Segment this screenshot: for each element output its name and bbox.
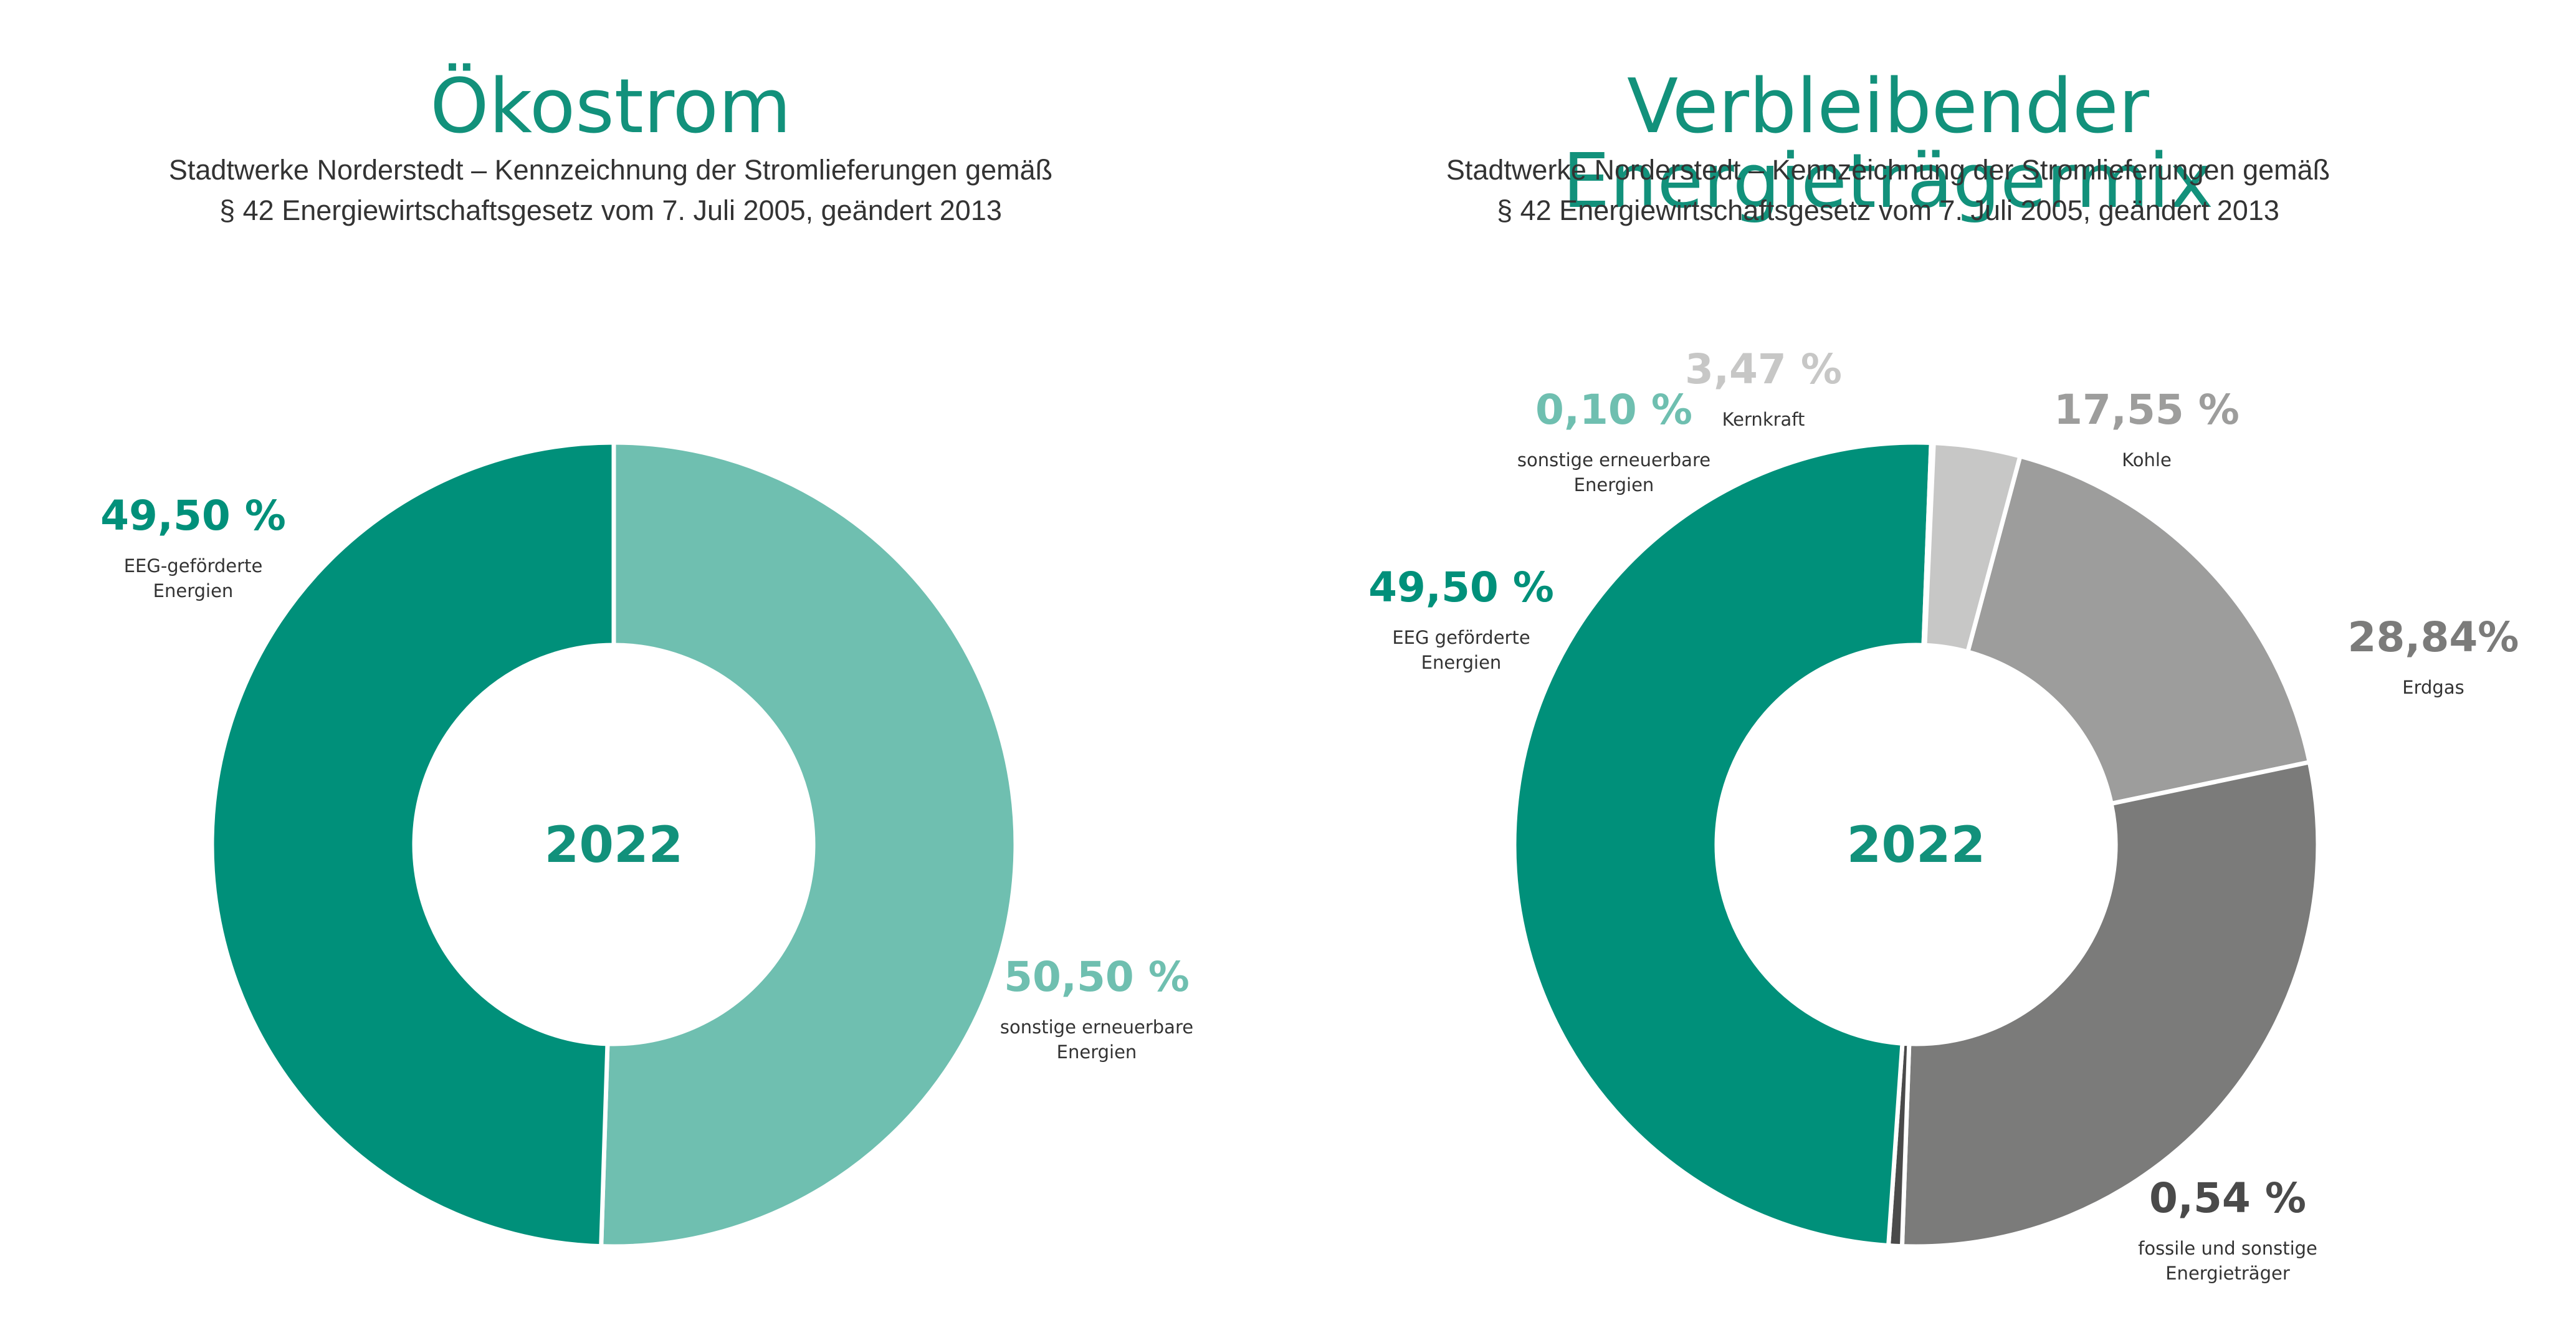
- right-value-label-3: 0,54 %: [2149, 1174, 2306, 1222]
- right-slice-6: [1922, 440, 2023, 655]
- left-value-label-2: 49,50 %: [100, 492, 286, 540]
- right-category-label-3-line-2: Energieträger: [2165, 1263, 2290, 1284]
- left-category-label-1-line-1: sonstige erneuerbare: [1000, 1016, 1193, 1038]
- right-chart-subtitle: Stadtwerke Norderstedt – Kennzeichnung d…: [1296, 150, 2480, 231]
- right-category-label-1-line-1: Kohle: [2122, 449, 2172, 471]
- left-subtitle-line-1: Stadtwerke Norderstedt – Kennzeichnung d…: [168, 154, 1053, 186]
- right-value-label-1: 17,55 %: [2054, 386, 2240, 434]
- left-center-label: 2022: [545, 816, 684, 874]
- right-center-label: 2022: [1847, 816, 1986, 874]
- left-subtitle-line-2: § 42 Energiewirtschaftsgesetz vom 7. Jul…: [219, 194, 1002, 226]
- right-slice-2: [1899, 759, 2321, 1249]
- right-donut: 2022 17,55 % Kohle 28,84% Erdgas 0,54 % fossil…: [1368, 345, 2519, 1284]
- right-slice-1: [1965, 453, 2312, 806]
- right-value-label-5: 0,10 %: [1535, 386, 1692, 434]
- right-value-label-6: 3,47 %: [1685, 345, 1842, 393]
- left-chart-title: Ökostrom: [430, 64, 791, 150]
- left-donut: 2022 50,50 % sonstige erneuerbare Energien 4…: [100, 440, 1193, 1249]
- left-category-label-1-line-2: Energien: [1057, 1041, 1137, 1063]
- right-category-label-5-line-2: Energien: [1574, 474, 1654, 495]
- right-subtitle-line-1: Stadtwerke Norderstedt – Kennzeichnung d…: [1446, 154, 2330, 186]
- right-category-label-5-line-1: sonstige erneuerbare: [1517, 449, 1710, 471]
- right-chart-title: Verbleibender Energieträgermix: [1562, 64, 2214, 225]
- left-slice-1: [599, 440, 1018, 1249]
- left-category-label-2-line-2: Energien: [153, 580, 234, 601]
- right-value-label-2: 28,84%: [2348, 613, 2519, 661]
- right-category-label-3-line-1: fossile und sonstige: [2138, 1238, 2317, 1259]
- right-category-label-6-line-1: Kernkraft: [1722, 409, 1805, 430]
- left-category-label-2-line-1: EEG-geförderte: [124, 555, 263, 576]
- right-slice-4: [1512, 440, 1934, 1248]
- right-value-label-4: 49,50 %: [1368, 563, 1554, 611]
- left-slice-2: [209, 440, 616, 1249]
- left-value-label-1: 50,50 %: [1004, 953, 1190, 1001]
- left-chart-subtitle: Stadtwerke Norderstedt – Kennzeichnung d…: [0, 150, 1221, 231]
- right-category-label-4-line-2: Energien: [1421, 652, 1502, 673]
- right-subtitle-line-2: § 42 Energiewirtschaftsgesetz vom 7. Jul…: [1497, 194, 2279, 226]
- right-category-label-4-line-1: EEG geförderte: [1392, 627, 1530, 648]
- right-category-label-2-line-1: Erdgas: [2402, 677, 2464, 698]
